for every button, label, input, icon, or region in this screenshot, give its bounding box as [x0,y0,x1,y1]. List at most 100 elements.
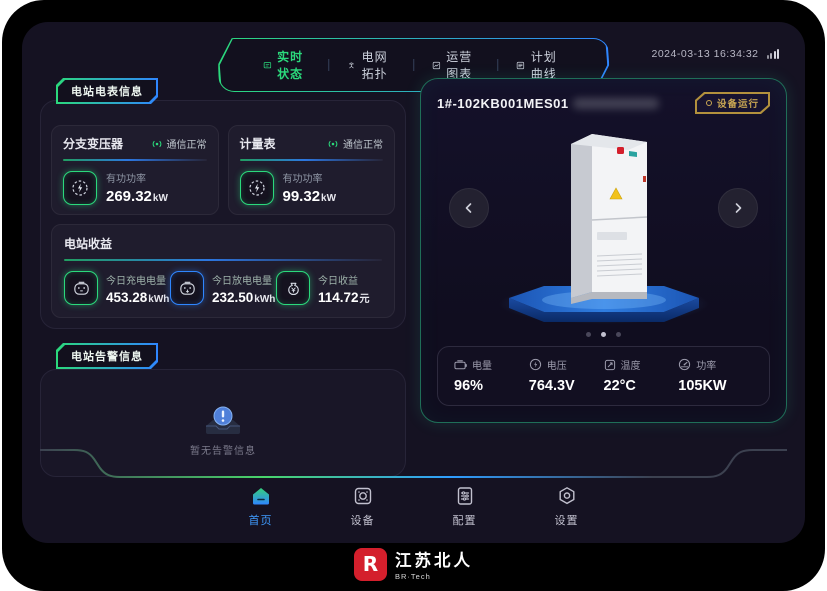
device-running-badge: 设备运行 [695,92,770,114]
main-content: 电站电表信息 分支变压器 通信正常 [40,78,787,477]
bnav-label: 首页 [248,515,273,527]
antenna-icon [328,140,338,147]
brand-name: 江苏北人 [395,552,473,570]
alarm-section-badge: 电站告警信息 [56,343,158,369]
metric-unit: kW [152,193,168,204]
bottom-nav: 首页 设备 [22,485,805,528]
metric-value: 269.32 [106,188,152,205]
devices-icon [354,487,371,505]
tab-plan-curve[interactable]: 计划曲线 [498,46,582,84]
stat-label: 功率 [696,361,717,372]
revenue-title: 电站收益 [64,237,113,251]
bnav-devices[interactable]: 设备 [339,485,387,528]
bnav-config[interactable]: 配置 [441,485,489,528]
signal-bars-icon [766,49,779,59]
power-gauge-icon [63,170,97,205]
device-title: 1#-102KB001MES01 [437,95,569,111]
carousel-prev-button[interactable] [449,188,489,228]
revenue-unit: 元 [359,293,370,305]
redacted-text [572,97,659,109]
datetime-area: 2024-03-13 16:34:32 [651,48,779,60]
carousel-dots [437,332,770,337]
nav-separator [498,59,499,71]
tab-label: 运营图表 [446,50,473,81]
metric-label: 有功功率 [282,174,323,185]
piggy-bank-discharge-icon [170,271,204,305]
home-icon [252,488,269,505]
carousel-dot[interactable] [616,332,621,337]
carousel-next-button[interactable] [718,188,758,228]
carousel-dot[interactable] [586,332,591,337]
metric-value: 99.32 [282,188,321,205]
bnav-settings[interactable]: 设置 [543,485,591,528]
status-label: 通信正常 [166,140,207,151]
nav-separator [329,59,330,71]
stat-value: 105KW [678,378,727,394]
status-label: 通信正常 [343,140,383,151]
chevron-right-icon [735,203,742,213]
antenna-icon [152,140,161,147]
curve-list-icon [516,59,524,72]
tab-label: 实时状态 [277,50,304,81]
bnav-label: 设备 [350,515,375,527]
chevron-left-icon [465,203,472,213]
gradient-divider [239,159,383,161]
revenue-label: 今日放电电量 [212,275,272,287]
run-dot-icon [706,100,712,106]
revenue-label: 今日收益 [318,275,358,287]
monitor-icon [263,59,271,72]
brand-logo-icon: R [354,547,387,581]
gradient-divider [64,259,382,261]
app-window: 实时状态 电网拓扑 运营图表 计划曲线 [22,22,805,543]
alarm-panel: 暂无告警信息 [40,369,406,477]
money-bag-icon [276,271,310,305]
card-title: 计量表 [239,137,276,151]
card-title: 分支变压器 [63,137,124,151]
stat-battery: 电量 96% [454,357,529,394]
revenue-card: 电站收益 今日充电电量 453.28kWh [51,224,395,318]
voltage-icon [529,358,541,371]
tab-operation-charts[interactable]: 运营图表 [414,46,498,84]
settings-icon [559,487,574,505]
carousel-dot-active[interactable] [601,332,606,337]
comm-status: 通信正常 [151,136,207,151]
left-column: 电站电表信息 分支变压器 通信正常 [40,78,406,477]
power-gauge-icon [679,358,691,371]
revenue-label: 今日充电电量 [106,275,166,287]
stat-label: 电压 [546,361,567,372]
stat-power: 功率 105KW [678,357,753,394]
meter-card: 计量表 通信正常 [227,125,395,215]
device-stats-bar: 电量 96% 电压 764.3V [437,346,770,406]
meter-panel: 分支变压器 通信正常 [40,100,406,329]
piggy-bank-charge-icon [64,271,98,305]
metric-label: 有功功率 [106,174,146,185]
revenue-value: 453.28 [106,289,148,305]
battery-icon [454,359,467,369]
device-carousel [437,116,770,332]
power-gauge-icon [239,170,274,205]
gradient-divider [63,159,207,161]
stat-value: 22°C [603,378,636,394]
meter-section-badge: 电站电表信息 [56,78,158,104]
tab-realtime-status[interactable]: 实时状态 [245,46,329,84]
bnav-home[interactable]: 首页 [237,485,285,528]
stat-temperature: 温度 22°C [604,357,679,394]
top-nav: 实时状态 电网拓扑 运营图表 计划曲线 [218,38,610,92]
metric-unit: kW [321,193,337,204]
discharge-energy-item: 今日放电电量 232.50kWh [170,271,276,305]
stat-value: 96% [454,378,484,394]
stat-value: 764.3V [528,378,575,394]
chart-icon [432,59,440,72]
no-alarm-icon [200,404,246,436]
temperature-icon [604,359,615,370]
datetime: 2024-03-13 16:34:32 [651,48,759,60]
tab-label: 电网拓扑 [361,50,388,81]
battery-cabinet-image [479,116,729,332]
decor-gradient-line [40,443,787,481]
tab-grid-topology[interactable]: 电网拓扑 [329,46,413,84]
section-title: 电站告警信息 [57,344,157,368]
bnav-label: 配置 [452,515,477,527]
bnav-label: 设置 [554,515,579,527]
